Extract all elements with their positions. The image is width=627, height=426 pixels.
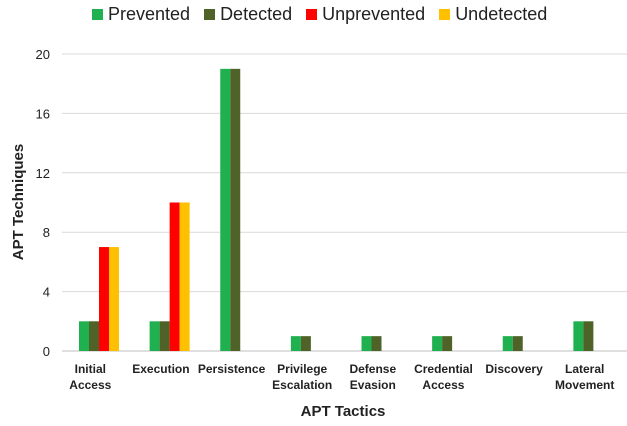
x-tick-label: Execution [132, 362, 189, 376]
legend-item-detected: Detected [204, 4, 292, 25]
bar-detected [159, 321, 170, 351]
legend-swatch-unprevented [306, 9, 318, 20]
y-tick-label: 16 [36, 106, 50, 121]
legend-swatch-detected [204, 9, 216, 20]
bar-prevented [432, 336, 443, 351]
bar-prevented [149, 321, 160, 351]
x-tick-label: Persistence [198, 362, 266, 376]
legend-swatch-prevented [92, 9, 103, 20]
legend-swatch-undetected [439, 9, 451, 20]
bar-prevented [79, 321, 89, 351]
bar-prevented [220, 68, 231, 351]
y-tick-label: 20 [36, 47, 50, 62]
legend-item-prevented: Prevented [92, 4, 190, 25]
bar-prevented [502, 336, 513, 351]
y-tick-label: 4 [43, 285, 50, 300]
y-tick-label: 8 [43, 225, 50, 240]
bar-prevented [573, 321, 584, 351]
y-axis-title: APT Techniques [10, 144, 27, 260]
bar-undetected [179, 202, 190, 351]
bar-detected [371, 336, 382, 351]
x-tick-label: Discovery [485, 362, 543, 376]
legend-label-prevented: Prevented [108, 4, 191, 24]
bar-detected [583, 321, 594, 351]
legend-label-undetected: Undetected [455, 4, 548, 24]
x-axis-title: APT Tactics [301, 403, 386, 420]
x-tick-label: Credential Access [414, 362, 473, 392]
bar-detected [89, 321, 99, 351]
bar-detected [512, 336, 523, 351]
bar-prevented [290, 336, 301, 351]
legend-item-unprevented: Unprevented [306, 4, 425, 25]
bar-unprevented [169, 202, 180, 351]
bar-detected [230, 68, 241, 351]
bar-undetected [109, 247, 119, 351]
x-tick-label: Privilege Escalation [272, 362, 332, 392]
bar-detected [442, 336, 453, 351]
bar-unprevented [99, 247, 109, 351]
legend: Prevented Detected Unprevented Undetecte… [92, 4, 619, 25]
x-tick-label: Lateral Movement [555, 362, 614, 392]
legend-label-unprevented: Unprevented [322, 4, 426, 24]
legend-label-detected: Detected [220, 4, 293, 24]
x-tick-label: Initial Access [69, 362, 111, 392]
axis-labels: 0 4 8 12 16 20 Initial Access Execution Persisten… [36, 47, 615, 392]
bar-detected [300, 336, 311, 351]
bar-prevented [361, 336, 372, 351]
bars [79, 68, 594, 351]
legend-item-undetected: Undetected [439, 4, 547, 25]
gridlines [62, 53, 627, 352]
y-tick-label: 12 [36, 166, 50, 181]
x-tick-label: Defense Evasion [349, 362, 396, 392]
y-tick-label: 0 [43, 344, 50, 359]
